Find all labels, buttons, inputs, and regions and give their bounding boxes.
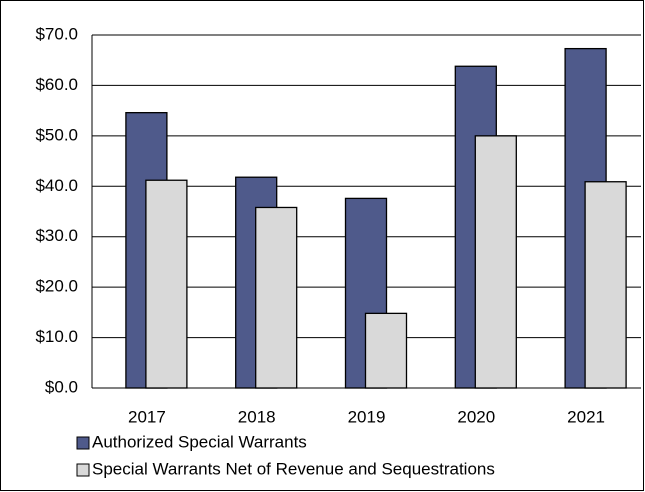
x-tick-label: 2021 <box>567 407 605 426</box>
x-tick-label: 2020 <box>457 407 495 426</box>
bar <box>364 312 408 389</box>
bar <box>145 179 188 389</box>
bar <box>255 206 298 389</box>
y-tick-label: $60.0 <box>35 75 78 94</box>
x-tick-label: 2017 <box>128 407 166 426</box>
bar <box>474 135 517 389</box>
x-tick-label: 2018 <box>238 407 276 426</box>
y-tick-label: $30.0 <box>35 226 78 245</box>
legend-swatch <box>76 436 90 450</box>
legend-label: Special Warrants Net of Revenue and Sequ… <box>92 459 495 478</box>
y-tick-label: $10.0 <box>35 327 78 346</box>
legend-label: Authorized Special Warrants <box>92 432 307 451</box>
y-tick-label: $40.0 <box>35 176 78 195</box>
y-tick-label: $0.0 <box>45 377 78 396</box>
x-tick-label: 2019 <box>348 407 386 426</box>
y-tick-label: $70.0 <box>35 24 78 43</box>
bar <box>584 181 627 389</box>
y-tick-label: $20.0 <box>35 277 78 296</box>
legend-swatch <box>76 463 90 477</box>
y-tick-label: $50.0 <box>35 125 78 144</box>
